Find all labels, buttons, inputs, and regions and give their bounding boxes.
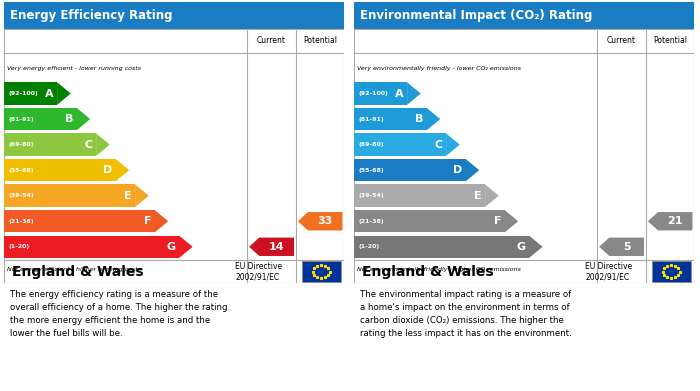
Text: The energy efficiency rating is a measure of the
overall efficiency of a home. T: The energy efficiency rating is a measur… (10, 291, 228, 338)
Polygon shape (446, 133, 460, 156)
Bar (4, 185, 135, 207)
Text: (39-54): (39-54) (8, 193, 34, 198)
Text: B: B (415, 114, 424, 124)
Text: EU Directive
2002/91/EC: EU Directive 2002/91/EC (585, 262, 632, 281)
Bar (354, 210, 505, 233)
Polygon shape (407, 83, 421, 105)
Text: Energy Efficiency Rating: Energy Efficiency Rating (10, 9, 173, 22)
Text: Current: Current (607, 36, 636, 45)
Text: (92-100): (92-100) (8, 91, 38, 96)
Text: (81-91): (81-91) (8, 117, 34, 122)
Polygon shape (116, 159, 130, 181)
Text: F: F (494, 216, 501, 226)
Text: England & Wales: England & Wales (362, 264, 494, 278)
Text: E: E (474, 191, 482, 201)
Text: 33: 33 (318, 216, 332, 226)
Text: (92-100): (92-100) (358, 91, 389, 96)
Text: Very environmentally friendly - lower CO₂ emissions: Very environmentally friendly - lower CO… (357, 66, 521, 71)
Bar (354, 83, 407, 105)
Polygon shape (599, 238, 644, 256)
Polygon shape (466, 159, 480, 181)
Text: C: C (435, 140, 442, 150)
Text: A: A (395, 88, 404, 99)
Text: EU Directive
2002/91/EC: EU Directive 2002/91/EC (235, 262, 282, 281)
Text: (55-68): (55-68) (358, 168, 384, 173)
Text: 21: 21 (668, 216, 683, 226)
Bar (4, 133, 96, 156)
Text: Very energy efficient - lower running costs: Very energy efficient - lower running co… (7, 66, 141, 71)
Polygon shape (298, 212, 342, 230)
Text: The environmental impact rating is a measure of
a home's impact on the environme: The environmental impact rating is a mea… (360, 291, 572, 338)
Bar (4, 159, 116, 181)
Polygon shape (529, 235, 542, 258)
Polygon shape (648, 212, 692, 230)
Text: Not environmentally friendly - higher CO₂ emissions: Not environmentally friendly - higher CO… (357, 267, 521, 272)
Polygon shape (485, 185, 498, 207)
Text: Potential: Potential (653, 36, 687, 45)
Bar (4, 2, 344, 29)
Text: G: G (167, 242, 176, 252)
Text: 5: 5 (623, 242, 631, 252)
Text: (81-91): (81-91) (358, 117, 384, 122)
Text: A: A (45, 88, 54, 99)
Text: (69-80): (69-80) (8, 142, 34, 147)
Bar (354, 235, 529, 258)
Text: (1-20): (1-20) (358, 244, 379, 249)
Text: (1-20): (1-20) (8, 244, 29, 249)
Polygon shape (505, 210, 518, 233)
Text: (21-38): (21-38) (8, 219, 34, 224)
Polygon shape (426, 108, 440, 130)
Bar (4, 108, 76, 130)
Text: (21-38): (21-38) (358, 219, 384, 224)
Text: (69-80): (69-80) (358, 142, 384, 147)
Text: Current: Current (257, 36, 286, 45)
Polygon shape (135, 185, 148, 207)
Polygon shape (155, 210, 168, 233)
Bar (354, 133, 446, 156)
Text: Not energy efficient - higher running costs: Not energy efficient - higher running co… (7, 267, 141, 272)
Text: C: C (85, 140, 92, 150)
Bar (302, 261, 341, 282)
Text: E: E (124, 191, 132, 201)
Polygon shape (249, 238, 294, 256)
Polygon shape (57, 83, 71, 105)
Polygon shape (96, 133, 110, 156)
Text: 14: 14 (269, 242, 284, 252)
Bar (652, 261, 691, 282)
Text: D: D (103, 165, 112, 175)
Text: (55-68): (55-68) (8, 168, 34, 173)
Polygon shape (76, 108, 90, 130)
Text: G: G (517, 242, 526, 252)
Text: Potential: Potential (303, 36, 337, 45)
Text: B: B (65, 114, 74, 124)
Bar (4, 235, 179, 258)
Text: (39-54): (39-54) (358, 193, 384, 198)
Text: F: F (144, 216, 151, 226)
Text: England & Wales: England & Wales (12, 264, 144, 278)
Bar (354, 2, 694, 29)
Text: D: D (453, 165, 462, 175)
Text: Environmental Impact (CO₂) Rating: Environmental Impact (CO₂) Rating (360, 9, 593, 22)
Bar (4, 83, 57, 105)
Bar (354, 185, 485, 207)
Bar (354, 159, 466, 181)
Bar (4, 210, 155, 233)
Polygon shape (179, 235, 193, 258)
Bar (354, 108, 426, 130)
